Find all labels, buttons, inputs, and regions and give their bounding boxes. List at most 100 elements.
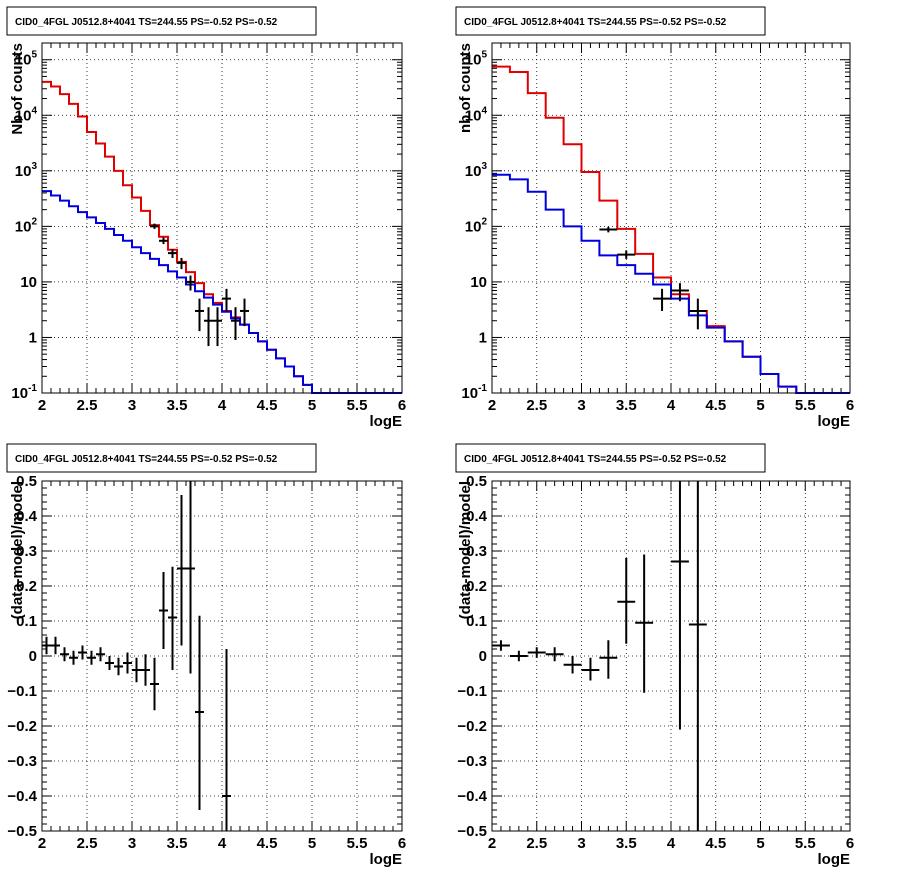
x-axis-label: logE [818,851,851,868]
data-point [132,657,141,683]
y-tick-label: 0.3 [466,543,487,560]
chart-title: CID0_4FGL J0512.8+4041 TS=244.55 PS=-0.5… [15,17,278,28]
data-point [150,657,159,711]
x-tick-label: 4 [218,397,227,414]
x-tick-label: 5.5 [795,835,816,852]
y-tick-label: 0.1 [16,613,37,630]
y-tick-label: 0 [479,648,487,665]
chart-panel-bottom-right: 2 2.5 3 3.5 4 4.5 5 5.5 6 −0.5 −0.4 −0.3 −0.2 −0.1 0 0.… [455,443,854,868]
data-point [545,647,564,662]
x-tick-label: 5.5 [347,397,368,414]
data-point [141,654,150,686]
data-point [51,636,60,655]
y-tick-label: 0.2 [16,578,37,595]
y-tick-label: −0.3 [7,753,37,770]
plot-frame [491,42,851,394]
x-tick-label: 5 [308,835,316,852]
y-tick-label: 103 [465,161,488,180]
x-tick-label: 6 [398,397,406,414]
chart-panel-top-left: 2 2.5 3 3.5 4 4.5 5 5.5 6 10-1 1 10 102 103 104 105 logE… [6,6,406,430]
x-tick-label: 5.5 [795,397,816,414]
x-tick-label: 5 [756,835,764,852]
data-point [509,650,528,662]
data-point [581,657,600,681]
data-point [168,566,177,670]
x-tick-label: 2.5 [77,835,98,852]
data-point [159,572,168,649]
data-point [177,257,186,270]
x-axis-label: logE [818,413,851,430]
y-tick-label: 104 [15,105,38,124]
x-axis-label: logE [370,413,403,430]
x-tick-label: 6 [846,397,854,414]
x-tick-label: 4.5 [705,835,726,852]
data-point [96,647,105,662]
data-point [599,226,618,233]
chart-panel-top-right: 2 2.5 3 3.5 4 4.5 5 5.5 6 10-1 1 10 102 103 104 105 logE… [455,6,854,430]
data-point [635,554,654,693]
x-tick-label: 2.5 [526,397,547,414]
data-point [159,237,168,245]
x-tick-label: 4 [218,835,227,852]
plot-frame [41,42,403,394]
chart-title-box [6,443,317,473]
chart-title: CID0_4FGL J0512.8+4041 TS=244.55 PS=-0.5… [15,454,278,465]
y-tick-label: 10-1 [11,383,37,402]
data-point [186,481,195,674]
y-tick-label: 102 [15,216,38,235]
data-point [492,640,510,651]
x-tick-label: 3.5 [167,397,188,414]
y-tick-label: −0.2 [457,718,487,735]
data-point [114,657,123,676]
data-points [150,223,249,347]
x-tick-label: 4.5 [257,835,278,852]
y-tick-label: 102 [465,216,488,235]
x-tick-label: 2.5 [77,397,98,414]
data-point [204,307,213,347]
x-tick-label: 2 [488,397,496,414]
data-point [105,656,114,670]
y-axis-label: nb of counts [457,43,474,133]
plot-frame [41,480,403,832]
y-tick-label: 104 [465,105,488,124]
y-tick-label: 10-1 [461,383,487,402]
y-axis-label: (data-model)/model [9,481,26,619]
y-tick-label: 105 [465,50,488,69]
y-tick-label: 0.3 [16,543,37,560]
data-point [177,495,186,646]
y-tick-label: −0.1 [7,683,37,700]
x-tick-label: 5 [308,397,316,414]
x-tick-label: 4 [667,397,676,414]
y-tick-label: −0.5 [457,823,487,840]
x-tick-label: 5.5 [347,835,368,852]
x-tick-label: 2 [38,835,46,852]
x-tick-label: 4.5 [705,397,726,414]
histogram-series-1 [492,173,850,394]
y-tick-label: 0.1 [466,613,487,630]
data-point [527,647,546,658]
data-point [60,647,69,662]
chart-title-box [6,6,317,36]
data-point [123,652,132,674]
data-point [240,298,249,327]
axis-ticks [491,42,851,394]
y-tick-label: 10 [20,274,37,291]
chart-title: CID0_4FGL J0512.8+4041 TS=244.55 PS=-0.5… [464,454,727,465]
data-point [599,640,618,679]
y-axis-label: (data-model)/model [457,481,474,619]
x-tick-label: 3 [577,397,585,414]
data-point [168,249,177,258]
data-points [599,226,707,330]
x-tick-label: 3 [128,835,136,852]
y-tick-label: 0.2 [466,578,487,595]
x-tick-label: 3.5 [616,397,637,414]
y-tick-label: 1 [29,329,37,346]
y-tick-label: 103 [15,161,38,180]
x-tick-label: 4 [667,835,676,852]
y-tick-label: 1 [479,329,487,346]
x-tick-label: 6 [846,835,854,852]
x-tick-label: 3.5 [616,835,637,852]
data-point [195,298,204,332]
x-tick-label: 2.5 [526,835,547,852]
